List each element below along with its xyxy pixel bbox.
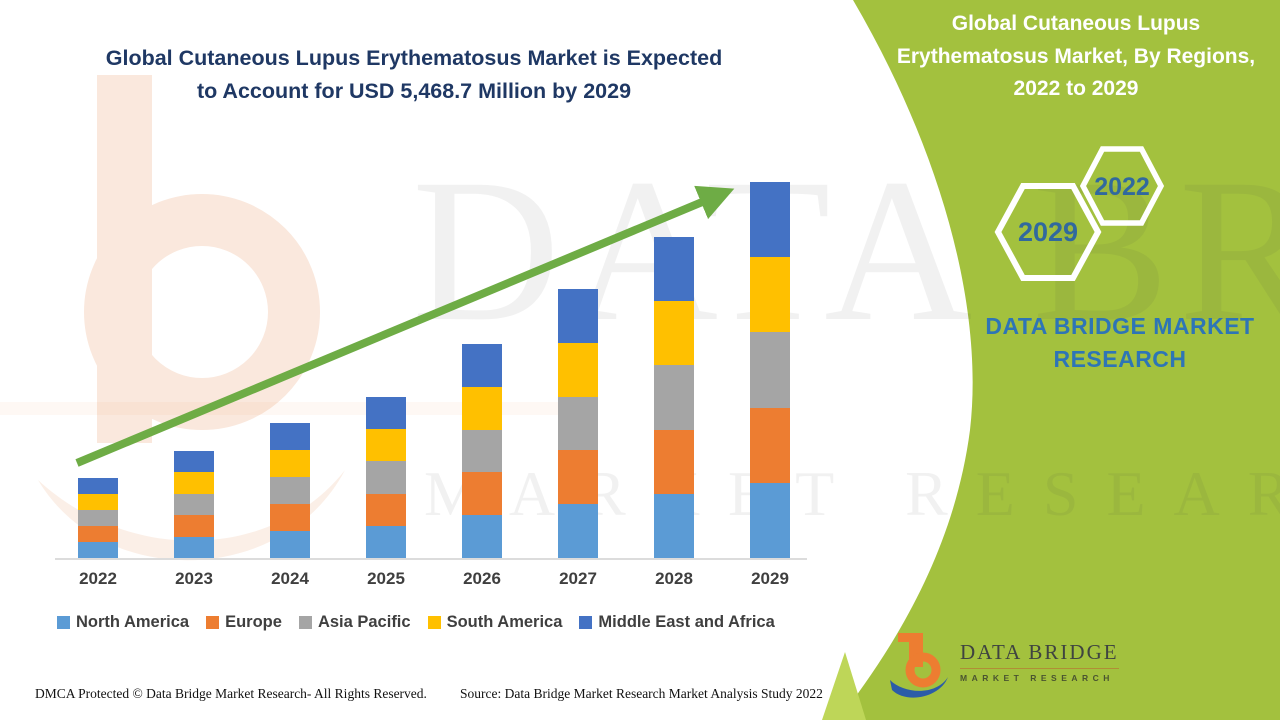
- bar-segment-south-america-2029: [750, 257, 790, 333]
- x-axis-label-2028: 2028: [655, 569, 693, 588]
- legend-swatch-icon: [206, 616, 220, 629]
- bar-segment-europe-2027: [558, 450, 598, 505]
- bar-segment-middle-east-and-africa-2025: [366, 397, 406, 430]
- bar-segment-south-america-2022: [78, 494, 118, 510]
- bar-segment-asia-pacific-2023: [174, 493, 214, 516]
- bar-segment-europe-2022: [78, 526, 118, 542]
- stacked-bar-2025: [366, 397, 406, 558]
- bar-segment-europe-2024: [270, 504, 310, 531]
- bar-segment-asia-pacific-2027: [558, 396, 598, 451]
- peach-watermark-band: [0, 402, 580, 415]
- logo-wordmark: DATA BRIDGE: [960, 640, 1119, 669]
- footer-source-text: Source: Data Bridge Market Research Mark…: [460, 686, 823, 701]
- chart-legend: North America Europe Asia Pacific South Ame…: [57, 613, 775, 632]
- logo-subtext: MARKET RESEARCH: [960, 673, 1114, 683]
- legend-swatch-icon: [57, 616, 70, 629]
- legend-item-south-america: South America: [427, 613, 563, 632]
- bar-segment-europe-2029: [750, 407, 790, 483]
- bar-segment-asia-pacific-2026: [462, 429, 502, 473]
- hexagon-graphic: 2029 2022: [994, 146, 1165, 281]
- footer-dmca-text: DMCA Protected © Data Bridge Market Rese…: [35, 686, 427, 701]
- green-accent-triangle: [822, 652, 866, 720]
- databridge-logo: DATA BRIDGE MARKET RESEARCH: [888, 630, 1138, 700]
- bar-segment-north-america-2029: [750, 482, 790, 558]
- legend-swatch-icon: [579, 616, 593, 629]
- bar-segment-south-america-2024: [270, 450, 310, 477]
- bar-segment-middle-east-and-africa-2028: [654, 237, 694, 302]
- x-axis-label-2025: 2025: [367, 569, 405, 588]
- brand-text: DATA BRIDGE MARKET RESEARCH: [985, 313, 1255, 373]
- bar-segment-middle-east-and-africa-2026: [462, 344, 502, 387]
- bar-segment-south-america-2027: [558, 342, 598, 397]
- bar-segment-asia-pacific-2028: [654, 365, 694, 430]
- bar-segment-europe-2026: [462, 472, 502, 516]
- trend-arrow: [75, 185, 735, 467]
- x-axis-label-2023: 2023: [175, 569, 213, 588]
- stacked-bar-2024: [270, 423, 310, 558]
- bar-segment-south-america-2023: [174, 472, 214, 494]
- legend-label: Europe: [225, 613, 282, 631]
- stacked-bar-2027: [558, 289, 598, 558]
- bar-segment-europe-2028: [654, 429, 694, 494]
- bar-segment-south-america-2028: [654, 301, 694, 366]
- stacked-bar-2023: [174, 451, 214, 558]
- x-axis-label-2029: 2029: [751, 569, 789, 588]
- databridge-logo-mark-icon: [890, 633, 948, 698]
- x-axis-label-2026: 2026: [463, 569, 501, 588]
- bar-segment-europe-2025: [366, 493, 406, 526]
- legend-swatch-icon: [427, 616, 441, 629]
- bar-segment-north-america-2024: [270, 531, 310, 558]
- bar-segment-south-america-2026: [462, 386, 502, 430]
- stacked-bar-chart: 2022 2023 2024 2025 2026 2027 2028 2029: [55, 160, 815, 588]
- legend-item-asia-pacific: Asia Pacific: [298, 613, 411, 632]
- stacked-bar-2026: [462, 344, 502, 558]
- legend-item-north-america: North America: [57, 613, 189, 632]
- legend-label: North America: [76, 613, 190, 631]
- bar-segment-asia-pacific-2022: [78, 510, 118, 526]
- bar-segment-north-america-2026: [462, 515, 502, 558]
- legend-label: Middle East and Africa: [598, 613, 775, 631]
- legend-label: Asia Pacific: [317, 613, 411, 631]
- bar-segment-south-america-2025: [366, 429, 406, 462]
- bar-segment-asia-pacific-2025: [366, 461, 406, 494]
- bar-segment-middle-east-and-africa-2024: [270, 423, 310, 450]
- legend-item-europe: Europe: [206, 613, 282, 632]
- bar-segment-asia-pacific-2029: [750, 332, 790, 408]
- main-title: Global Cutaneous Lupus Erythematosus Mar…: [105, 46, 723, 104]
- bar-segment-north-america-2023: [174, 536, 214, 558]
- bar-segment-north-america-2027: [558, 504, 598, 558]
- x-axis-label-2022: 2022: [79, 569, 117, 588]
- bar-segment-middle-east-and-africa-2027: [558, 289, 598, 343]
- x-axis-label-2024: 2024: [271, 569, 309, 588]
- bar-segment-middle-east-and-africa-2023: [174, 451, 214, 473]
- bar-segment-middle-east-and-africa-2022: [78, 478, 118, 494]
- hexagon-2022: [1079, 146, 1165, 226]
- legend-item-middle-east-and-africa: Middle East and Africa: [579, 613, 775, 632]
- bar-segment-middle-east-and-africa-2029: [750, 182, 790, 258]
- stacked-bar-2028: [654, 237, 694, 558]
- bar-segment-north-america-2025: [366, 525, 406, 558]
- side-panel-title: Global Cutaneous Lupus Erythematosus Mar…: [896, 12, 1256, 101]
- legend-label: South America: [446, 613, 563, 631]
- legend-swatch-icon: [298, 616, 312, 629]
- stacked-bar-2022: [78, 478, 118, 558]
- bar-segment-europe-2023: [174, 515, 214, 537]
- x-axis-label-2027: 2027: [559, 569, 597, 588]
- x-axis-baseline: [55, 558, 807, 560]
- hexagon-year-large: 2029: [1018, 217, 1078, 247]
- hexagon-year-small: 2022: [1094, 173, 1150, 201]
- stacked-bar-2029: [750, 182, 790, 558]
- bar-segment-north-america-2022: [78, 542, 118, 558]
- bar-segment-north-america-2028: [654, 493, 694, 558]
- bar-segment-asia-pacific-2024: [270, 477, 310, 504]
- hexagon-2029: [994, 183, 1102, 281]
